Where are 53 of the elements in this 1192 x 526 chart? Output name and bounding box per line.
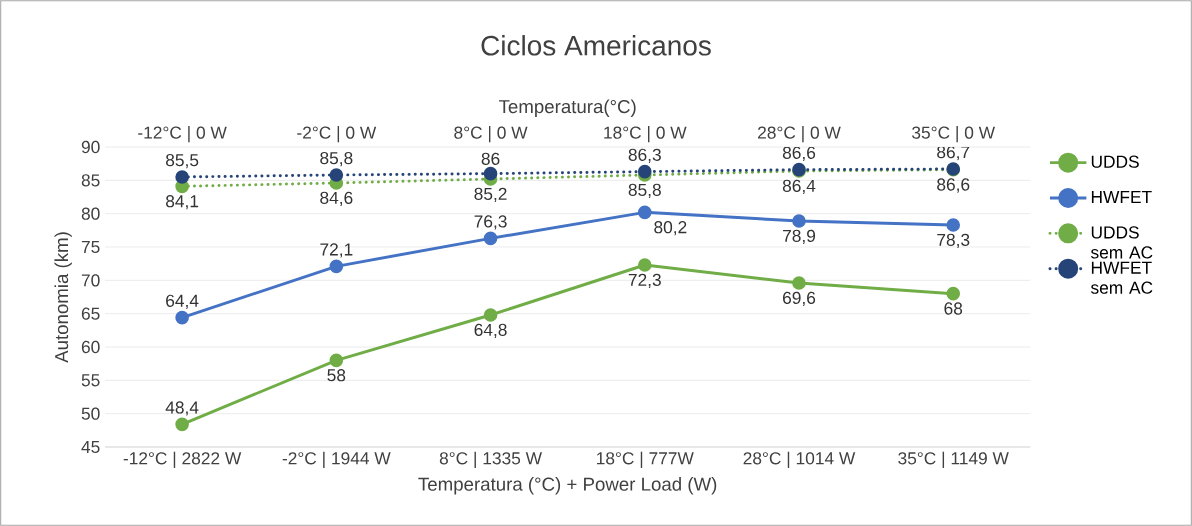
data-label: 78,9 xyxy=(783,229,816,245)
data-label: 68 xyxy=(944,302,963,315)
legend-label: UDDS sem AC xyxy=(1090,226,1153,259)
text: -12°C | 0 W xyxy=(138,126,227,143)
y-tick-label: 55 xyxy=(81,374,100,387)
x-tick-label: 35°C | 1149 W xyxy=(898,451,1009,468)
data-label: 78,3 xyxy=(937,233,970,249)
y-tick-label: 60 xyxy=(81,340,100,354)
text: 8°C | 0 W xyxy=(454,126,528,143)
data-label: 85,5 xyxy=(166,153,199,169)
text: 18°C | 0 W xyxy=(604,126,687,143)
data-label: 86,4 xyxy=(782,179,816,195)
x-tick-label: 8°C | 1335 W xyxy=(439,451,542,468)
y-axis-title: Autonomia (km) xyxy=(54,232,72,363)
data-label: 86,6 xyxy=(937,178,970,193)
data-label: 72,3 xyxy=(628,273,661,289)
data-label: 48,4 xyxy=(165,401,199,416)
data-label: 85,2 xyxy=(474,187,507,203)
data-label: 84,6 xyxy=(320,191,353,207)
y-tick-label: 45 xyxy=(81,440,100,454)
x2-axis-title: Temperatura(°C) xyxy=(499,99,636,117)
data-label: 69,6 xyxy=(783,291,816,307)
y-tick-label: 70 xyxy=(81,274,100,287)
text: 35°C | 0 W xyxy=(912,126,995,143)
y-tick-label: 65 xyxy=(81,307,100,320)
data-label: 76,3 xyxy=(474,215,507,230)
text: -2°C | 0 W xyxy=(297,126,377,143)
x-tick-label: 18°C | 777W xyxy=(597,451,694,468)
data-label: 80,2 xyxy=(654,221,687,236)
data-label: 84,1 xyxy=(166,195,199,210)
data-label: 64,8 xyxy=(474,323,507,339)
legend-label: UDDS xyxy=(1091,155,1139,168)
y-tick-label: 50 xyxy=(81,407,100,420)
text: 28°C | 0 W xyxy=(758,126,841,143)
data-label: 86,3 xyxy=(628,148,661,163)
legend-label: HWFET xyxy=(1091,191,1152,203)
y-tick-label: 80 xyxy=(81,207,100,220)
x-tick-label: 28°C | 1014 W xyxy=(743,451,856,468)
data-label: 85,8 xyxy=(628,183,661,199)
y-tick-label: 75 xyxy=(81,240,100,254)
data-label: 86 xyxy=(481,152,500,165)
data-label: 85,8 xyxy=(320,151,353,167)
legend-label: HWFET sem AC xyxy=(1090,261,1153,294)
data-label: 64,4 xyxy=(166,294,199,309)
y-tick-label: 90 xyxy=(81,140,100,154)
x-axis-title: Temperatura (°C) + Power Load (W) xyxy=(418,477,717,495)
y-tick-label: 85 xyxy=(81,174,100,187)
data-label: 72,1 xyxy=(320,243,353,258)
x-tick-label: -2°C | 1944 W xyxy=(282,451,391,468)
data-label: 86,6 xyxy=(782,146,816,161)
chart-title: Ciclos Americanos xyxy=(481,35,711,56)
x-tick-label: -12°C | 2822 W xyxy=(123,451,242,468)
data-label: 58 xyxy=(327,369,346,382)
